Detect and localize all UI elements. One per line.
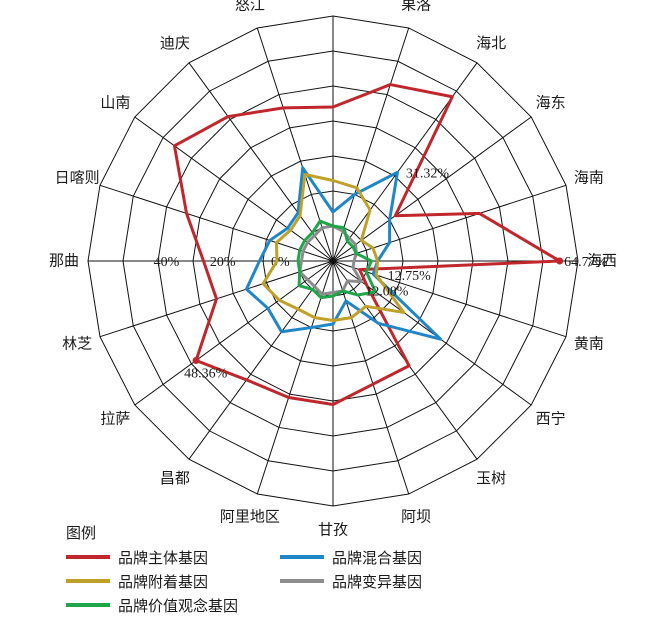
series-line-4 (298, 224, 363, 296)
category-label: 日喀则 (55, 168, 100, 186)
category-label: 海南 (574, 168, 604, 186)
legend-title: 图例 (66, 524, 97, 542)
category-label: 阿坝 (401, 507, 431, 525)
series-line-1 (172, 83, 562, 406)
legend-label: 品牌变异基因 (332, 573, 423, 591)
grid-spoke (332, 184, 567, 262)
legend-label: 品牌价值观念基因 (118, 597, 239, 615)
data-label: 48.36% (184, 367, 228, 382)
category-label: 阿里地区 (220, 507, 280, 525)
grid-spoke (332, 62, 478, 262)
data-point-marker (192, 356, 200, 364)
legend-label: 品牌主体基因 (118, 549, 209, 567)
data-label: 12.08% (365, 284, 409, 299)
grid-spoke (134, 260, 334, 406)
legend-swatch (66, 578, 110, 583)
category-label: 拉萨 (100, 410, 130, 428)
grid-spoke (256, 260, 334, 495)
data-label: 12.75% (388, 269, 432, 284)
legend-item-series-5: 品牌价值观念基因 (66, 596, 238, 616)
grid-spoke (256, 27, 334, 262)
legend-item-series-1: 品牌主体基因 (66, 548, 208, 568)
category-label: 海东 (536, 93, 566, 111)
category-label: 山南 (100, 93, 130, 111)
category-label: 那曲 (49, 252, 79, 270)
legend-swatch (66, 602, 110, 607)
data-point-marker (556, 257, 564, 265)
category-label: 海北 (476, 34, 506, 52)
legend-swatch (66, 554, 110, 559)
ring-label: 20% (210, 255, 236, 270)
grid-spoke (332, 27, 410, 262)
category-label: 玉树 (476, 469, 506, 487)
grid-spoke (99, 184, 334, 262)
legend-item-series-4: 品牌变异基因 (280, 572, 422, 592)
grid-spoke (332, 116, 532, 262)
data-label: 64.77% (564, 255, 608, 270)
category-label: 迪庆 (160, 34, 190, 52)
category-label: 甘孜 (318, 521, 348, 539)
category-label: 西宁 (536, 410, 566, 428)
category-label: 黄南 (574, 335, 604, 353)
category-label: 昌都 (160, 469, 190, 487)
data-label: 31.32% (406, 167, 450, 182)
grid-spoke (134, 116, 334, 262)
legend-swatch (280, 578, 324, 583)
series-line-3 (261, 172, 406, 322)
legend: 图例 品牌主体基因 品牌混合基因 品牌附着基因 品牌变异基因 品牌价值观念基因 (62, 520, 482, 620)
legend-item-series-3: 品牌附着基因 (66, 572, 208, 592)
category-label: 海西 (587, 252, 617, 270)
legend-label: 品牌附着基因 (118, 573, 209, 591)
category-label: 怒江 (235, 0, 265, 14)
category-label: 甘南 (318, 0, 348, 1)
legend-label: 品牌混合基因 (332, 549, 423, 567)
legend-swatch (280, 554, 324, 559)
grid-spoke (188, 62, 334, 262)
ring-label: 40% (154, 255, 180, 270)
series-line-2 (244, 166, 443, 341)
series-line-5 (296, 219, 377, 300)
category-label: 林芝 (62, 335, 92, 353)
legend-item-series-2: 品牌混合基因 (280, 548, 422, 568)
category-label: 果洛 (401, 0, 431, 14)
grid-spoke (188, 260, 334, 460)
